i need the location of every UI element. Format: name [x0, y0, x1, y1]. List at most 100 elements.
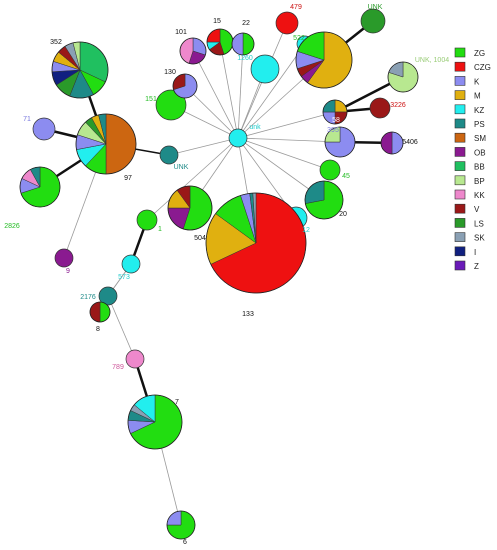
edge-395-hub — [237, 137, 341, 143]
node-label-unk-ls: UNK — [368, 4, 383, 11]
node-6[interactable] — [166, 510, 196, 540]
node-1260[interactable] — [250, 54, 280, 84]
node-label-395: 395 — [327, 127, 339, 134]
node-label-20: 20 — [339, 211, 347, 218]
node-label-15: 15 — [213, 18, 221, 25]
node-22[interactable] — [231, 32, 255, 56]
node-label-71: 71 — [23, 116, 31, 123]
node-101[interactable] — [179, 37, 207, 65]
node-133[interactable] — [205, 192, 307, 294]
legend-swatch — [454, 90, 466, 100]
legend-label: SK — [474, 234, 485, 243]
node-label-12: 12 — [302, 227, 310, 234]
node-label-130: 130 — [164, 69, 176, 76]
legend-label: ZG — [474, 49, 485, 58]
edge-58-hub — [237, 111, 336, 139]
edge-22-hub — [237, 43, 244, 139]
node-unk-bp[interactable] — [387, 61, 419, 93]
node-unk-ps[interactable] — [159, 145, 179, 165]
node-58[interactable] — [322, 99, 348, 125]
legend-label: M — [474, 92, 481, 101]
node-outline — [167, 185, 213, 231]
legend-label: OB — [474, 148, 486, 157]
node-outline — [179, 37, 207, 65]
node-outline — [19, 166, 61, 208]
legend-item-v: V — [454, 203, 480, 214]
node-outline — [231, 32, 255, 56]
node-label-133: 133 — [242, 311, 254, 318]
legend-label: KZ — [474, 106, 484, 115]
legend-item-ps: PS — [454, 118, 485, 129]
node-label-2176: 2176 — [80, 294, 96, 301]
node-97[interactable] — [75, 113, 137, 175]
node-3226[interactable] — [369, 97, 391, 119]
slice-ps — [159, 145, 179, 165]
node-5406[interactable] — [380, 131, 404, 155]
node-label-789: 789 — [112, 364, 124, 371]
node-479[interactable] — [275, 11, 299, 35]
slice-ps — [304, 180, 325, 204]
node-outline — [127, 394, 183, 450]
slice-v — [89, 301, 101, 323]
node-8[interactable] — [89, 301, 111, 323]
legend-item-sm: SM — [454, 132, 486, 143]
node-71[interactable] — [32, 117, 56, 141]
node-label-22: 22 — [242, 20, 250, 27]
edge-522-hub — [237, 43, 306, 139]
legend-label: V — [474, 205, 480, 214]
node-label-unk-ps: UNK — [174, 164, 189, 171]
node-label-151: 151 — [145, 96, 157, 103]
legend-item-czg: CZG — [454, 61, 491, 72]
node-130[interactable] — [172, 73, 198, 99]
node-395[interactable] — [324, 126, 356, 158]
node-label-522: 522 — [293, 35, 305, 42]
node-2176[interactable] — [98, 286, 118, 306]
node-label-unk-bp: UNK, 1004 — [415, 57, 449, 64]
legend-swatch — [454, 232, 466, 242]
legend-swatch — [454, 203, 466, 214]
node-15[interactable] — [206, 28, 234, 56]
legend-item-sk: SK — [454, 232, 485, 243]
legend-swatch — [454, 61, 466, 72]
node-outline — [166, 510, 196, 540]
node-20[interactable] — [304, 180, 344, 220]
slice-ob — [380, 131, 393, 155]
legend-item-i: I — [454, 246, 476, 257]
node-outline — [89, 301, 111, 323]
node-outline — [205, 192, 307, 294]
node-7[interactable] — [127, 394, 183, 450]
node-1[interactable] — [136, 209, 158, 231]
slice-zg — [155, 89, 187, 121]
node-2826[interactable] — [19, 166, 61, 208]
node-label-58: 58 — [332, 117, 340, 124]
node-m-big[interactable] — [295, 31, 353, 89]
legend-swatch — [454, 118, 466, 129]
legend-swatch — [454, 218, 466, 228]
node-789[interactable] — [125, 349, 145, 369]
edge-2176-789 — [107, 295, 136, 360]
node-label-352: 352 — [50, 39, 62, 46]
node-151[interactable] — [155, 89, 187, 121]
node-573[interactable] — [121, 254, 141, 274]
node-hub[interactable] — [228, 128, 248, 148]
node-504[interactable] — [167, 185, 213, 231]
legend-label: PS — [474, 120, 485, 129]
nodes-layer — [19, 8, 419, 540]
node-outline — [172, 73, 198, 99]
node-label-8: 8 — [96, 326, 100, 333]
edge-15-hub — [219, 41, 239, 139]
node-9[interactable] — [54, 248, 74, 268]
node-outline — [387, 61, 419, 93]
legend-item-z: Z — [454, 260, 479, 271]
node-unk-ls[interactable] — [360, 8, 386, 34]
legend-label: BP — [474, 177, 485, 186]
legend-item-kz: KZ — [454, 104, 484, 115]
node-45[interactable] — [319, 159, 341, 181]
node-label-101: 101 — [175, 29, 187, 36]
node-352[interactable] — [51, 41, 109, 99]
slice-zg — [242, 32, 255, 56]
node-label-9: 9 — [66, 268, 70, 275]
legend-label: I — [474, 248, 476, 257]
slice-k — [32, 117, 56, 141]
